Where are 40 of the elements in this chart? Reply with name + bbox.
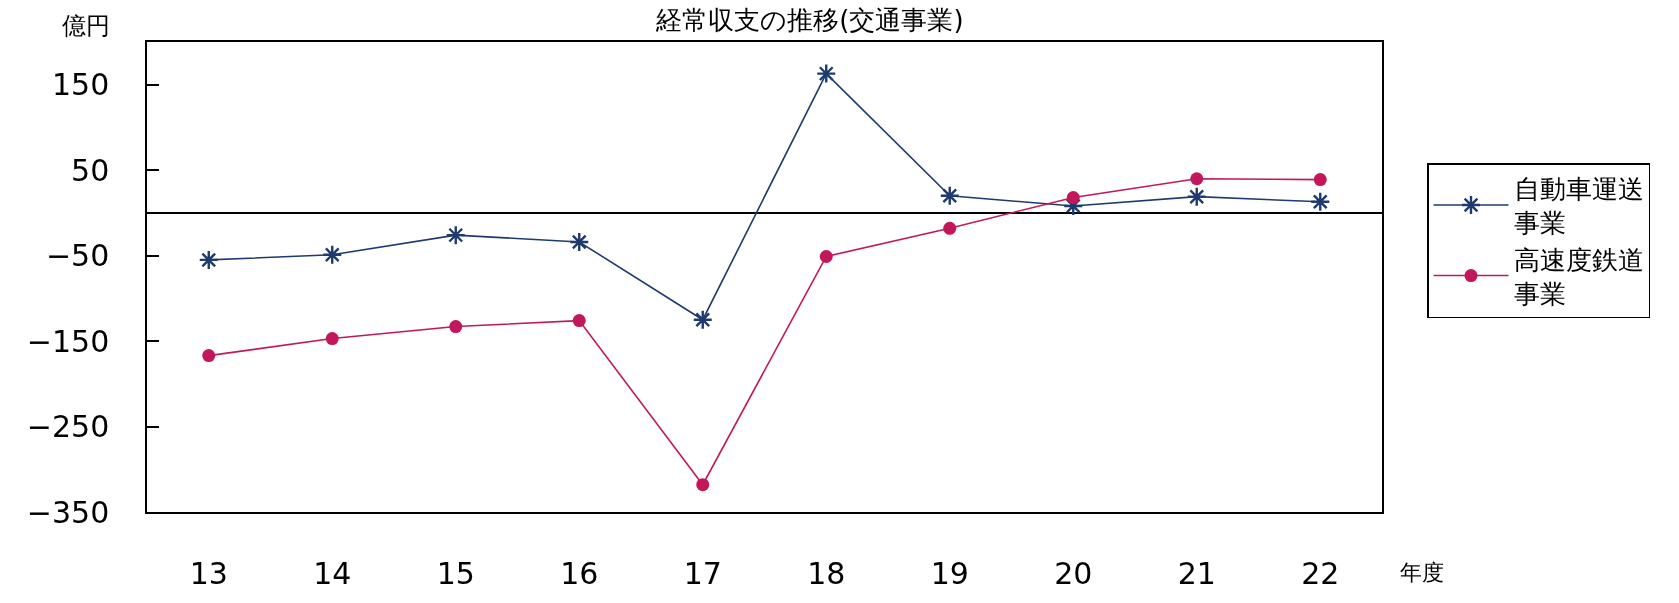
x-tick-label: 20 bbox=[1054, 555, 1093, 591]
y-tick-label: −50 bbox=[45, 238, 110, 274]
x-axis-title: 年度 bbox=[1400, 560, 1444, 585]
point bbox=[943, 221, 957, 235]
y-tick-label: 50 bbox=[71, 152, 110, 188]
x-tick-label: 14 bbox=[313, 555, 352, 591]
point bbox=[325, 332, 339, 346]
point bbox=[572, 314, 586, 328]
y-tick-label: 150 bbox=[51, 67, 110, 103]
x-tick-label: 17 bbox=[683, 555, 722, 591]
point bbox=[1186, 186, 1207, 207]
point bbox=[692, 309, 713, 330]
point bbox=[1310, 191, 1331, 212]
chart-title: 経常収支の推移(交通事業) bbox=[655, 5, 964, 36]
y-tick-label: −250 bbox=[26, 409, 110, 445]
y-axis-title: 億円 bbox=[62, 12, 110, 40]
y-tick-label: −150 bbox=[26, 323, 110, 359]
point bbox=[939, 185, 960, 207]
x-tick-label: 13 bbox=[189, 555, 228, 591]
legend-label: 自動車運送事業 bbox=[1513, 174, 1644, 238]
point bbox=[1066, 191, 1080, 205]
x-tick-label: 18 bbox=[807, 555, 846, 591]
x-tick-label: 16 bbox=[560, 555, 599, 591]
point bbox=[816, 63, 837, 84]
legend-label: 高速度鉄道事業 bbox=[1513, 244, 1644, 309]
point bbox=[449, 320, 463, 334]
point bbox=[696, 478, 710, 492]
point bbox=[1313, 173, 1327, 187]
point bbox=[198, 249, 219, 271]
y-tick-label: −350 bbox=[26, 494, 110, 530]
x-tick-label: 19 bbox=[930, 555, 969, 591]
point bbox=[445, 224, 466, 246]
x-tick-label: 15 bbox=[436, 555, 475, 591]
x-tick-label: 21 bbox=[1177, 555, 1216, 591]
x-tick-label: 22 bbox=[1301, 555, 1340, 591]
point bbox=[322, 244, 343, 265]
point bbox=[569, 231, 590, 253]
point bbox=[202, 349, 216, 363]
point bbox=[1190, 172, 1204, 186]
point bbox=[819, 249, 833, 263]
